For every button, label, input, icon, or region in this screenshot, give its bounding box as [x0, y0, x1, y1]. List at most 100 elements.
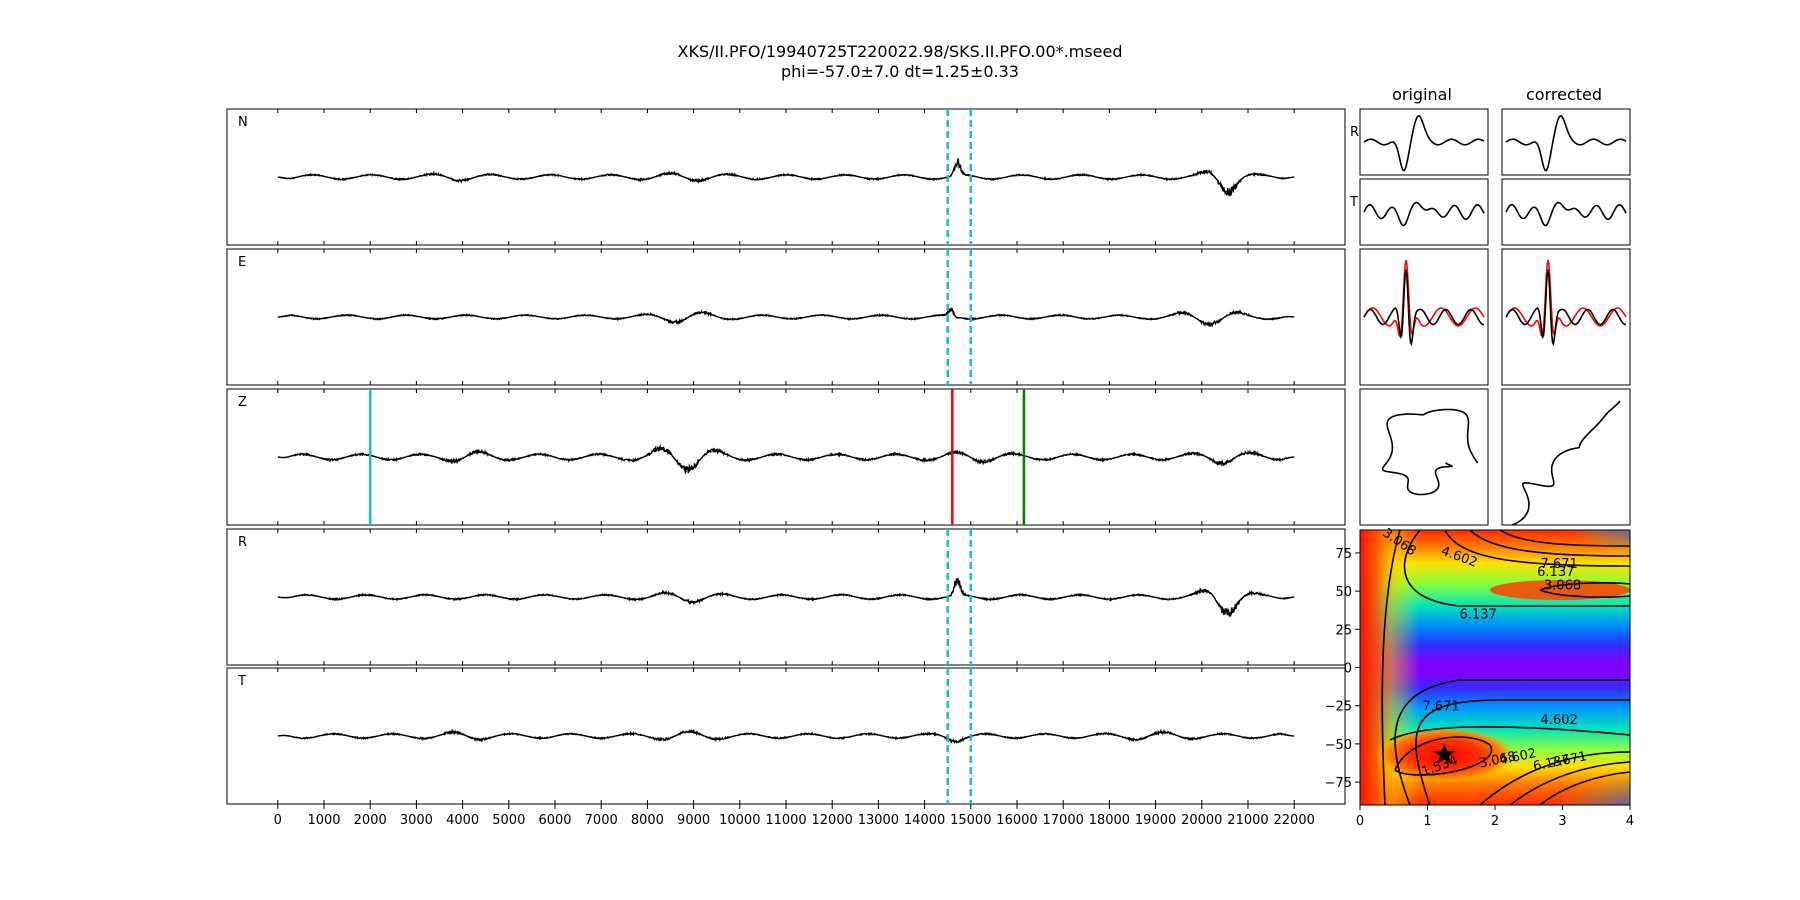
- x-tick-label: 12000: [812, 813, 853, 828]
- panel-frame: [226, 108, 1346, 246]
- contour-label-5: 6.137: [1460, 608, 1497, 623]
- side-frame: [1501, 248, 1631, 386]
- side-row-label: T: [1349, 195, 1358, 210]
- x-axis: 0 1000 2000 3000 4000 5000 6000 7000 8000 9000 100…: [274, 804, 1315, 828]
- grid-x-tick-label: 2: [1491, 814, 1499, 829]
- grid-x-tick-label: 0: [1356, 814, 1364, 829]
- trace-t: [277, 728, 1295, 745]
- panel-label-z: Z: [238, 395, 247, 410]
- x-tick-label: 17000: [1043, 813, 1084, 828]
- x-tick-label: 11000: [765, 813, 806, 828]
- side-trace-black: [1363, 269, 1485, 347]
- panel-r: R: [226, 528, 1346, 666]
- x-tick-label: 10000: [719, 813, 760, 828]
- x-tick-label: 16000: [996, 813, 1037, 828]
- side-trace: [1363, 201, 1485, 227]
- best-fit-star-marker: [1433, 743, 1456, 764]
- x-tick-label: 19000: [1135, 813, 1176, 828]
- side-panel-0-2: [1359, 248, 1489, 386]
- figure-title-line1: XKS/II.PFO/19940725T220022.98/SKS.II.PFO…: [678, 42, 1123, 61]
- x-tick-label: 9000: [677, 813, 710, 828]
- contour-12: [1539, 771, 1630, 805]
- x-tick-label: 3000: [400, 813, 433, 828]
- x-tick-label: 6000: [538, 813, 571, 828]
- grid-y-tick-label: 0: [1344, 662, 1352, 677]
- side-trace-red: [1505, 260, 1627, 339]
- contour-3: [1469, 530, 1630, 557]
- best-fit-star: [1433, 743, 1456, 764]
- grid-y-tick-label: −50: [1325, 738, 1352, 753]
- side-frame: [1359, 248, 1489, 386]
- contour-2: [1444, 530, 1630, 567]
- panel-e: E: [226, 248, 1346, 386]
- side-trace-red: [1363, 260, 1485, 339]
- contour-label-6: 7.671: [1422, 699, 1459, 714]
- waveform-panels: N E Z R T 0 1000 2000 3000 4000 5000 6000 7000 8000 90…: [226, 108, 1346, 828]
- panel-frame: [226, 248, 1346, 386]
- contour-9: [1389, 725, 1630, 741]
- side-panel-0-1: T: [1349, 178, 1489, 246]
- grid-x-tick-label: 1: [1423, 814, 1431, 829]
- energy-grid: 3.068 4.602 7.6716.1373.0686.1377.6714.602…: [1325, 526, 1635, 829]
- x-tick-label: 18000: [1089, 813, 1130, 828]
- x-tick-label: 14000: [904, 813, 945, 828]
- trace-n: [277, 158, 1295, 197]
- x-tick-label: 0: [274, 813, 282, 828]
- x-tick-label: 13000: [858, 813, 899, 828]
- panel-z: Z: [226, 388, 1346, 526]
- contour-10: [1479, 751, 1630, 805]
- grid-y-tick-label: −75: [1325, 776, 1352, 791]
- side-panels: RT: [1349, 108, 1631, 526]
- x-tick-label: 21000: [1227, 813, 1268, 828]
- contour-11: [1509, 761, 1630, 805]
- x-tick-label: 7000: [585, 813, 618, 828]
- side-frame: [1501, 178, 1631, 246]
- x-tick-label: 4000: [446, 813, 479, 828]
- contour-label-7: 4.602: [1541, 713, 1578, 728]
- side-panel-0-3: [1359, 388, 1489, 526]
- contour-label-3: 6.137: [1537, 565, 1574, 580]
- trace-r: [277, 577, 1295, 617]
- x-tick-label: 22000: [1274, 813, 1315, 828]
- x-tick-label: 5000: [492, 813, 525, 828]
- contour-label-4: 3.068: [1544, 579, 1581, 594]
- particle-motion: [1511, 400, 1621, 526]
- grid-y-tick-label: 25: [1335, 623, 1352, 638]
- trace-e: [277, 307, 1295, 328]
- contour-6: [1415, 699, 1630, 805]
- grid-y-tick-label: 75: [1335, 547, 1352, 562]
- side-panel-1-0: [1501, 108, 1631, 176]
- panel-label-r: R: [238, 535, 247, 550]
- x-tick-label: 1000: [307, 813, 340, 828]
- contour-lines: [1381, 530, 1630, 805]
- panel-frame: [226, 528, 1346, 666]
- grid-axes: 0 1 2 3 4 75 50 25 0 −25 −50 −75: [1325, 547, 1635, 829]
- column-title-corrected: corrected: [1526, 85, 1602, 104]
- side-trace: [1505, 115, 1627, 172]
- side-frame: [1359, 178, 1489, 246]
- panel-n: N: [226, 108, 1346, 246]
- side-trace: [1363, 115, 1485, 172]
- panel-label-n: N: [238, 115, 248, 130]
- contour-1: [1403, 530, 1630, 607]
- contour-5: [1539, 582, 1630, 598]
- contour-0: [1381, 530, 1401, 805]
- grid-y-tick-label: −25: [1325, 700, 1352, 715]
- particle-motion: [1381, 408, 1479, 496]
- x-tick-label: 8000: [631, 813, 664, 828]
- x-tick-label: 20000: [1181, 813, 1222, 828]
- side-frame: [1359, 108, 1489, 176]
- panel-t: T: [226, 667, 1346, 805]
- grid-top-red-band: [1490, 580, 1630, 600]
- figure-title-line2: phi=-57.0±7.0 dt=1.25±0.33: [781, 62, 1019, 81]
- side-trace: [1505, 201, 1627, 227]
- grid-x-tick-label: 4: [1626, 814, 1634, 829]
- side-trace-black: [1505, 269, 1627, 347]
- grid-x-tick-label: 3: [1558, 814, 1566, 829]
- side-panel-1-1: [1501, 178, 1631, 246]
- side-panel-1-2: [1501, 248, 1631, 386]
- x-tick-label: 2000: [354, 813, 387, 828]
- side-frame: [1501, 108, 1631, 176]
- side-panel-0-0: R: [1350, 108, 1489, 176]
- side-frame: [1359, 388, 1489, 526]
